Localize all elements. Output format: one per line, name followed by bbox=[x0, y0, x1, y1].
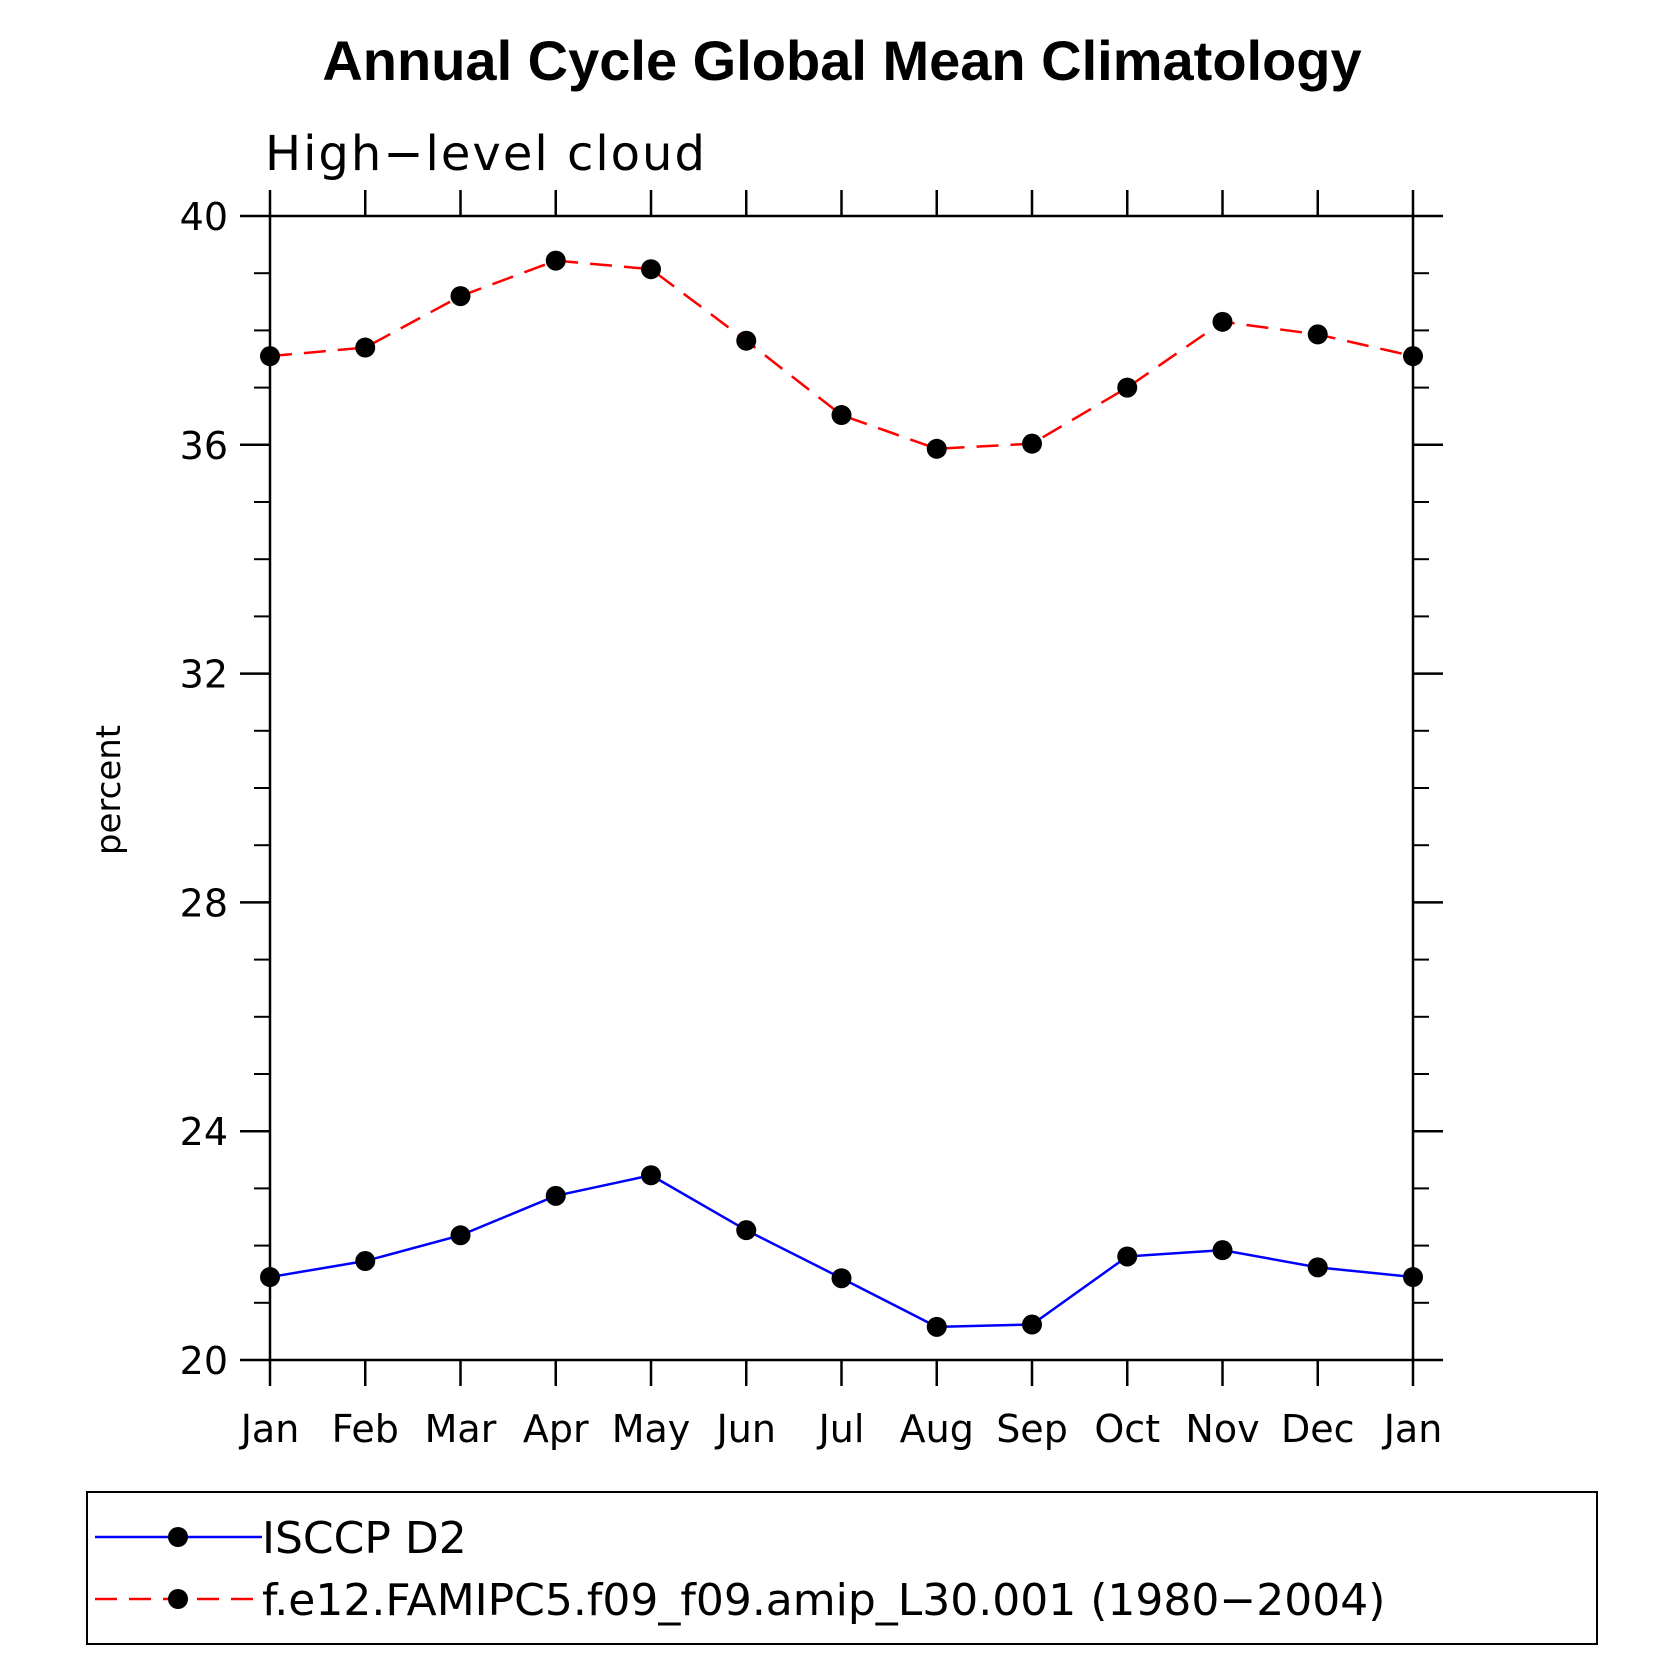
data-point bbox=[355, 1251, 376, 1272]
data-point bbox=[926, 438, 947, 459]
legend-entry: f.e12.FAMIPC5.f09_f09.amip_L30.001 (1980… bbox=[262, 1575, 1385, 1626]
plot-frame bbox=[268, 214, 1415, 1362]
data-point bbox=[1307, 1257, 1328, 1278]
data-point bbox=[641, 1165, 661, 1186]
data-point bbox=[545, 250, 566, 271]
data-point bbox=[1022, 1314, 1042, 1335]
x-tick-label: Dec bbox=[1281, 1407, 1355, 1451]
data-point bbox=[1117, 1246, 1138, 1267]
data-point bbox=[736, 1220, 757, 1241]
x-tick-label: Nov bbox=[1185, 1407, 1259, 1451]
x-tick-label: May bbox=[612, 1407, 691, 1451]
y-tick-label: 36 bbox=[180, 424, 228, 468]
data-point bbox=[831, 1268, 852, 1289]
x-tick-label: Jan bbox=[1382, 1407, 1443, 1451]
chart-subtitle: High−level cloud bbox=[265, 126, 707, 182]
y-axis-label: percent bbox=[89, 725, 129, 855]
y-tick-label: 40 bbox=[180, 195, 228, 239]
x-tick-label: Apr bbox=[523, 1407, 589, 1451]
y-tick-label: 32 bbox=[180, 653, 228, 697]
data-point bbox=[1212, 1240, 1233, 1261]
data-point bbox=[545, 1185, 566, 1206]
series-0 bbox=[260, 1165, 1423, 1337]
x-tick-label: Aug bbox=[900, 1407, 974, 1451]
data-point bbox=[355, 337, 376, 358]
x-tick-label: Jun bbox=[715, 1407, 776, 1451]
x-tick-label: Feb bbox=[332, 1407, 399, 1451]
data-point bbox=[831, 405, 852, 426]
data-point bbox=[260, 1267, 280, 1288]
y-tick-label: 20 bbox=[180, 1339, 228, 1383]
series-layer bbox=[260, 250, 1423, 1337]
x-tick-label: Oct bbox=[1094, 1407, 1160, 1451]
data-point bbox=[1212, 311, 1233, 332]
series-1 bbox=[260, 250, 1423, 459]
data-point bbox=[450, 286, 471, 307]
y-tick-label: 24 bbox=[180, 1110, 228, 1154]
x-tick-label: Sep bbox=[996, 1407, 1068, 1451]
data-point bbox=[1117, 377, 1138, 398]
legend-entry: ISCCP D2 bbox=[262, 1513, 467, 1564]
axis-tick-labels: Jan Feb Mar Apr May Jun Jul Aug Sep Oct Nov Dec Jan2… bbox=[180, 195, 1443, 1451]
data-point bbox=[641, 259, 661, 280]
axis-ticks bbox=[240, 190, 1443, 1386]
legend-box bbox=[86, 1491, 1598, 1645]
data-point bbox=[736, 330, 757, 351]
data-point bbox=[926, 1316, 947, 1337]
data-point bbox=[260, 346, 280, 367]
x-tick-label: Jul bbox=[817, 1407, 865, 1451]
data-point bbox=[450, 1225, 471, 1246]
data-point bbox=[1403, 1267, 1423, 1288]
x-tick-label: Mar bbox=[425, 1407, 497, 1451]
data-point bbox=[1307, 324, 1328, 345]
series-line bbox=[269, 1173, 1414, 1329]
legend-marker bbox=[168, 1527, 188, 1547]
data-point bbox=[1403, 346, 1423, 367]
data-point bbox=[1022, 433, 1042, 454]
y-tick-label: 28 bbox=[180, 881, 228, 925]
chart-title: Annual Cycle Global Mean Climatology bbox=[322, 29, 1361, 92]
legend: ISCCP D2 f.e12.FAMIPC5.f09_f09.amip_L30.0… bbox=[95, 1513, 1385, 1626]
legend-marker bbox=[168, 1589, 188, 1609]
x-tick-label: Jan bbox=[239, 1407, 300, 1451]
